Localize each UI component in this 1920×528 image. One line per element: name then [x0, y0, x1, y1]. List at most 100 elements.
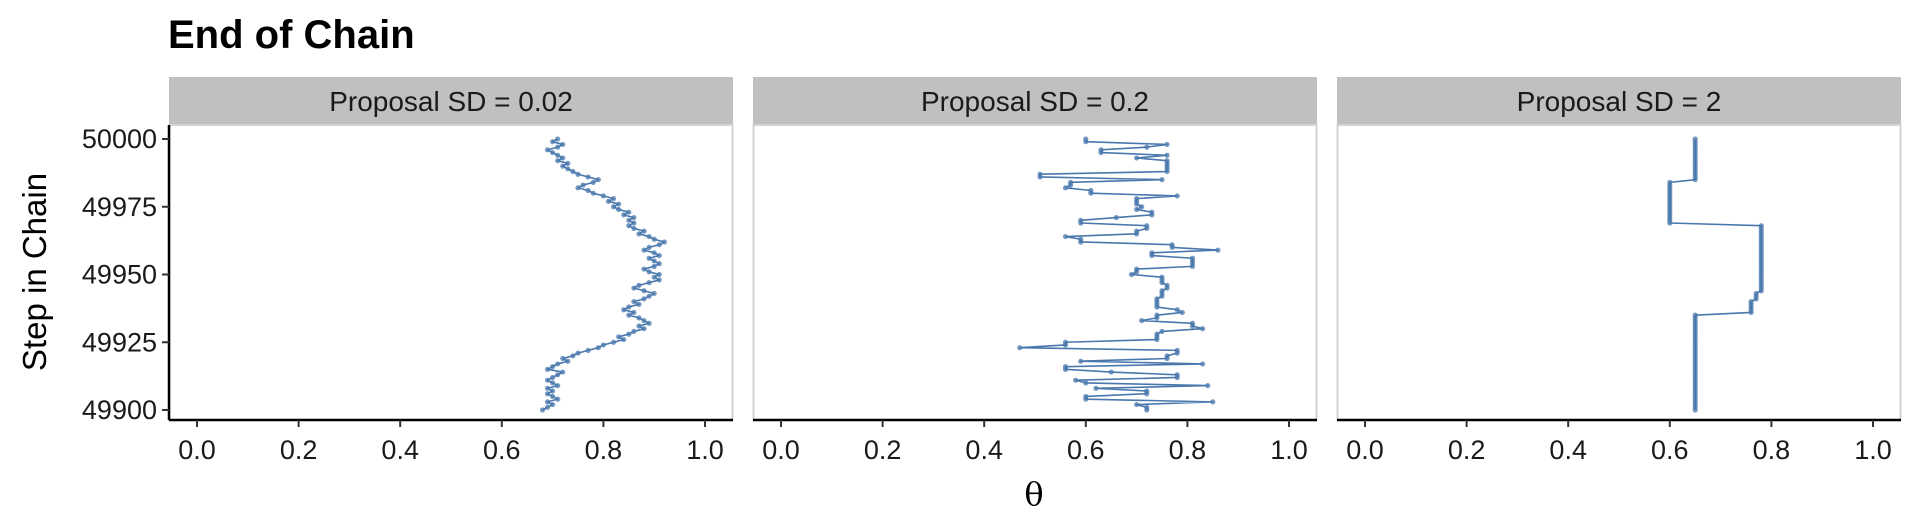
panels-group: Proposal SD = 0.020.0 0.2 0.4 0.6 0.8 1.0Prop… [82, 77, 1902, 465]
data-point [610, 204, 617, 210]
data-point [570, 353, 576, 359]
data-point [580, 182, 586, 188]
data-point [595, 177, 601, 183]
data-point [1210, 399, 1216, 405]
y-axis-title: Step in Chain [16, 173, 53, 371]
data-point [550, 401, 556, 408]
data-point [1017, 345, 1023, 351]
data-point [550, 149, 556, 156]
y-tick-label: 50000 [82, 124, 157, 154]
data-point [560, 155, 566, 161]
data-point [631, 225, 637, 232]
strip-label: Proposal SD = 2 [1517, 86, 1722, 117]
data-point [1134, 196, 1140, 202]
x-tick-label: 0.6 [483, 435, 521, 465]
data-point [641, 296, 647, 302]
data-point [595, 345, 601, 351]
data-point [646, 280, 652, 286]
data-point [1078, 358, 1084, 364]
data-point [600, 193, 607, 199]
data-point [570, 168, 576, 175]
data-point [1174, 307, 1180, 313]
data-point [560, 163, 566, 169]
x-tick-label: 0.6 [1651, 435, 1689, 465]
data-point [1692, 136, 1698, 142]
data-point [555, 152, 561, 158]
data-point [1200, 326, 1206, 332]
data-point [1134, 266, 1140, 272]
data-point [560, 355, 566, 362]
data-point [621, 212, 627, 218]
x-axis-title: θ [1024, 475, 1043, 513]
data-point [544, 366, 551, 372]
data-point [621, 307, 627, 313]
data-point [1149, 209, 1155, 215]
data-point [646, 244, 652, 250]
data-point [1083, 393, 1089, 400]
data-point [1164, 282, 1170, 288]
data-point [590, 179, 596, 185]
data-point [565, 358, 571, 364]
data-point [1200, 361, 1206, 367]
data-point [636, 301, 642, 307]
data-point [1067, 179, 1074, 185]
data-point [1164, 158, 1170, 164]
data-point [610, 339, 617, 345]
data-point [646, 255, 652, 261]
y-tick-label: 49975 [82, 192, 157, 222]
data-point [651, 263, 657, 269]
data-point [1159, 274, 1165, 280]
strip-label: Proposal SD = 0.02 [329, 86, 573, 117]
data-point [1139, 204, 1145, 210]
data-point [544, 385, 551, 391]
data-point [1144, 388, 1150, 394]
data-point [626, 331, 632, 337]
data-point [641, 228, 647, 234]
data-point [651, 250, 657, 256]
data-point [600, 342, 607, 348]
data-point [626, 304, 632, 310]
data-point [585, 174, 591, 180]
data-point [656, 242, 662, 248]
data-point [636, 315, 642, 321]
data-point [565, 166, 571, 172]
data-point [550, 374, 556, 381]
data-point [646, 293, 652, 299]
data-point [555, 361, 561, 367]
data-point [539, 407, 546, 413]
data-point [1154, 296, 1160, 302]
data-point [631, 220, 637, 226]
data-point [646, 233, 652, 240]
x-tick-label: 0.0 [762, 435, 800, 465]
data-point [1748, 299, 1754, 305]
data-point [560, 369, 566, 375]
data-point [1078, 217, 1084, 223]
data-point [1062, 233, 1069, 240]
x-tick-label: 0.8 [1753, 435, 1791, 465]
data-point [560, 141, 566, 148]
series-line [1018, 139, 1219, 410]
data-point [1113, 214, 1119, 221]
data-point [651, 290, 657, 297]
data-point [1149, 250, 1155, 256]
data-point [550, 364, 556, 370]
data-point [1692, 312, 1698, 318]
x-tick-label: 0.8 [1169, 435, 1207, 465]
data-point [1215, 247, 1221, 253]
data-point [575, 185, 581, 191]
x-tick-label: 0.4 [1549, 435, 1587, 465]
data-point [1078, 236, 1084, 242]
data-point [1174, 372, 1180, 378]
data-point [641, 266, 647, 272]
data-point [1154, 331, 1160, 337]
data-point [1753, 290, 1759, 297]
data-point [631, 285, 637, 291]
data-point [544, 404, 551, 410]
data-point [1758, 223, 1764, 229]
data-point [544, 377, 551, 383]
y-tick-label: 49925 [82, 327, 157, 357]
data-point [555, 158, 561, 164]
x-tick-label: 0.4 [381, 435, 419, 465]
data-point [631, 299, 637, 305]
